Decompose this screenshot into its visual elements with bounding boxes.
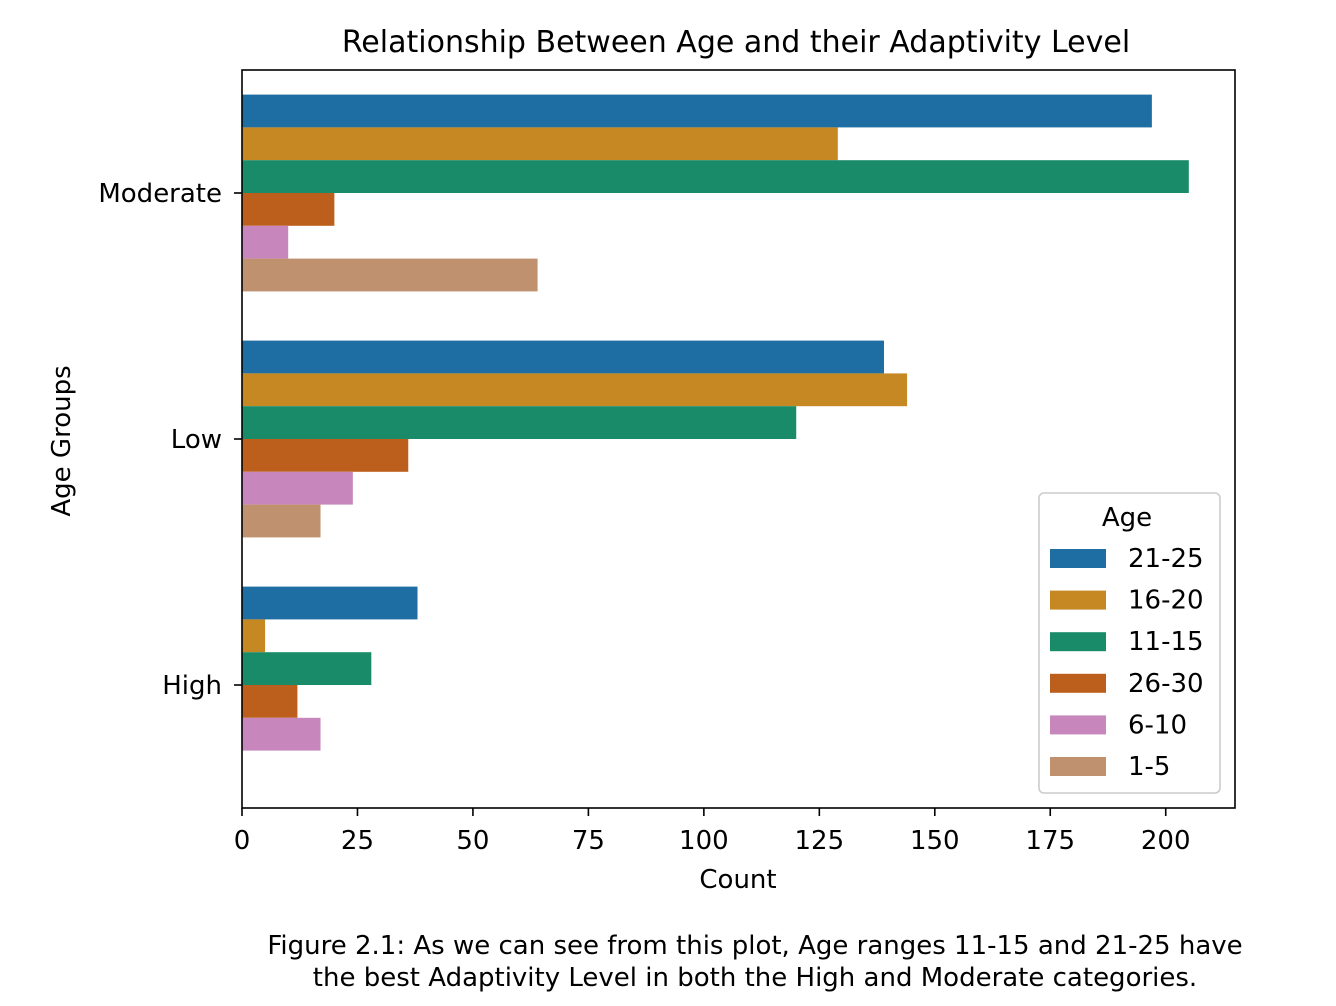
legend-swatch-6-10 <box>1050 715 1106 735</box>
legend: Age 21-25 16-20 11-15 26-30 6-10 1-5 <box>1038 492 1221 794</box>
bar-high-11-15 <box>242 652 372 685</box>
legend-items: 21-25 16-20 11-15 26-30 6-10 1-5 <box>1050 544 1204 782</box>
bar-low-6-10 <box>242 471 353 505</box>
bar-low-21-25 <box>242 340 884 374</box>
bar-low-16-20 <box>242 373 908 407</box>
figure-caption: Figure 2.1: As we can see from this plot… <box>150 930 1336 994</box>
legend-swatch-26-30 <box>1050 673 1106 693</box>
bar-moderate-6-10 <box>242 225 289 259</box>
legend-swatch-1-5 <box>1050 757 1106 776</box>
legend-label-26-30: 26-30 <box>1128 669 1204 699</box>
x-tick-label-50: 50 <box>456 826 489 856</box>
bar-high-16-20 <box>242 619 266 653</box>
bar-low-26-30 <box>242 439 409 472</box>
legend-swatch-21-25 <box>1050 549 1106 568</box>
y-tick-label-low: Low <box>171 425 222 455</box>
bar-high-21-25 <box>242 586 418 620</box>
plot-frame <box>241 69 1236 809</box>
legend-title: Age <box>1102 503 1152 533</box>
legend-label-11-15: 11-15 <box>1128 627 1204 657</box>
bar-moderate-1-5 <box>242 258 538 292</box>
legend-swatch-16-20 <box>1050 590 1106 610</box>
bar-high-6-10 <box>242 717 321 751</box>
x-tick-label-175: 175 <box>1025 826 1075 856</box>
bar-low-11-15 <box>242 406 797 439</box>
y-axis-ticks: Moderate Low High <box>98 179 242 701</box>
y-tick-label-moderate: Moderate <box>98 179 222 209</box>
x-tick-label-150: 150 <box>910 826 960 856</box>
x-tick-label-125: 125 <box>795 826 845 856</box>
y-tick-label-high: High <box>162 671 222 701</box>
legend-label-21-25: 21-25 <box>1128 544 1204 574</box>
legend-label-16-20: 16-20 <box>1128 586 1204 616</box>
chart-title: Relationship Between Age and their Adapt… <box>342 25 1130 60</box>
x-axis-label: Count <box>699 865 776 895</box>
legend-swatch-11-15 <box>1050 632 1106 652</box>
bar-high-26-30 <box>242 685 298 718</box>
x-axis-ticks: 0 25 50 75 100 125 150 175 200 <box>234 808 1191 856</box>
bar-moderate-26-30 <box>242 193 335 226</box>
x-tick-label-200: 200 <box>1141 826 1191 856</box>
bar-moderate-16-20 <box>242 127 838 161</box>
caption-line-2: the best Adaptivity Level in both the Hi… <box>312 963 1198 993</box>
legend-label-1-5: 1-5 <box>1128 752 1170 782</box>
x-tick-label-0: 0 <box>234 826 251 856</box>
caption-line-1: Figure 2.1: As we can see from this plot… <box>267 931 1243 961</box>
bar-moderate-11-15 <box>242 160 1189 193</box>
bar-low-1-5 <box>242 504 321 538</box>
x-tick-label-75: 75 <box>572 826 605 856</box>
x-tick-label-25: 25 <box>341 826 374 856</box>
legend-label-6-10: 6-10 <box>1128 710 1187 740</box>
x-tick-label-100: 100 <box>679 826 729 856</box>
bar-moderate-21-25 <box>242 94 1152 128</box>
y-axis-label: Age Groups <box>47 365 77 516</box>
bars-group <box>242 94 1189 751</box>
